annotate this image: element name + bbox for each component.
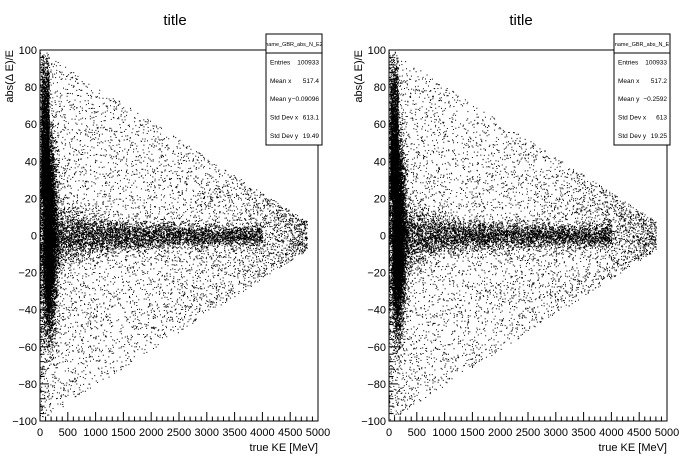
stats-box: name_GBR_abs_N_E2 Entries 100933 Mean x 517.… <box>265 33 323 146</box>
chart-title: title <box>163 12 186 29</box>
x-tick-label: 4000 <box>599 427 623 439</box>
stats-row-value: −0.09096 <box>292 96 320 103</box>
stats-row-label: Std Dev x <box>618 115 647 122</box>
stats-row-label: Std Dev y <box>270 133 299 140</box>
scatter-points <box>40 52 308 418</box>
stats-row-value: 517.2 <box>651 78 668 85</box>
x-tick-label: 4000 <box>250 427 274 439</box>
stats-row-label: Std Dev x <box>270 115 299 122</box>
stats-row-value: 613 <box>656 115 667 122</box>
chart-title: title <box>509 12 532 29</box>
y-tick-label: −40 <box>367 305 386 317</box>
stats-row-label: Mean x <box>618 78 640 85</box>
y-tick-label: 0 <box>380 231 386 243</box>
y-tick-label: −60 <box>367 342 386 354</box>
x-tick-label: 2000 <box>139 427 163 439</box>
stats-row-label: Std Dev y <box>618 133 647 140</box>
stats-row-label: Entries <box>270 59 291 66</box>
stats-name: name_GBR_abs_N_E2 <box>265 42 322 48</box>
x-tick-label: 1000 <box>432 427 456 439</box>
stats-row-value: 613.1 <box>303 115 320 122</box>
x-tick-label: 5000 <box>655 427 679 439</box>
y-tick-label: 80 <box>374 82 386 94</box>
x-tick-label: 0 <box>37 427 43 439</box>
stats-row-value: 100933 <box>297 59 319 66</box>
x-tick-label: 1000 <box>83 427 107 439</box>
x-axis: 0 500 1000 1500 2000 2500 3000 3500 4000 4500 5000… <box>386 412 679 454</box>
stats-row-value: 19.25 <box>651 133 668 140</box>
stats-row-value: 100933 <box>645 59 667 66</box>
y-tick-label: 100 <box>368 45 386 57</box>
x-tick-label: 4500 <box>278 427 302 439</box>
scatter-dots <box>389 51 657 421</box>
y-tick-label: −20 <box>18 268 37 280</box>
x-tick-label: 3500 <box>222 427 246 439</box>
x-tick-label: 500 <box>59 427 77 439</box>
y-tick-label: 40 <box>374 156 386 168</box>
x-tick-label: 3000 <box>195 427 219 439</box>
stats-row-label: Mean x <box>270 78 292 85</box>
stats-row-value: −0.2592 <box>643 96 667 103</box>
y-tick-label: 20 <box>25 193 37 205</box>
x-tick-label: 1500 <box>111 427 135 439</box>
y-tick-label: 20 <box>374 193 386 205</box>
y-axis-label: abs(Δ E)/E <box>4 50 16 103</box>
x-tick-label: 3500 <box>571 427 595 439</box>
x-axis-label: true KE [MeV] <box>250 442 318 454</box>
x-axis-label: true KE [MeV] <box>599 442 667 454</box>
y-tick-label: 40 <box>25 156 37 168</box>
y-tick-label: 100 <box>19 45 37 57</box>
stats-row-label: Entries <box>618 59 639 66</box>
y-tick-label: −80 <box>367 379 386 391</box>
x-tick-label: 2500 <box>167 427 191 439</box>
stats-row-label: Mean y <box>618 96 640 103</box>
y-tick-label: −40 <box>18 305 37 317</box>
y-tick-label: −20 <box>367 268 386 280</box>
x-tick-label: 3000 <box>544 427 568 439</box>
y-tick-label: 60 <box>25 119 37 131</box>
x-tick-label: 5000 <box>306 427 330 439</box>
x-tick-label: 2000 <box>488 427 512 439</box>
x-tick-label: 2500 <box>516 427 540 439</box>
stats-row-label: Mean y <box>270 96 292 103</box>
x-tick-label: 500 <box>408 427 426 439</box>
stats-name: name_GBR_abs_N_E <box>615 42 670 48</box>
y-tick-label: −80 <box>18 379 37 391</box>
scatter-points <box>389 51 657 421</box>
y-tick-label: −100 <box>12 416 37 428</box>
y-tick-label: −60 <box>18 342 37 354</box>
x-tick-label: 4500 <box>627 427 651 439</box>
y-axis-label: abs(Δ E)/E <box>353 50 365 103</box>
scatter-dots <box>40 52 308 418</box>
x-tick-label: 0 <box>386 427 392 439</box>
x-tick-label: 1500 <box>460 427 484 439</box>
y-tick-label: 60 <box>374 119 386 131</box>
y-tick-label: −100 <box>361 416 386 428</box>
stats-row-value: 19.49 <box>303 133 320 140</box>
stats-box: name_GBR_abs_N_E Entries 100933 Mean x 517.2… <box>613 33 671 146</box>
x-axis: 0 500 1000 1500 2000 2500 3000 3500 4000 4500 5000… <box>37 412 330 454</box>
y-tick-label: 80 <box>25 82 37 94</box>
stats-row-value: 517.4 <box>303 78 320 85</box>
y-tick-label: 0 <box>31 231 37 243</box>
